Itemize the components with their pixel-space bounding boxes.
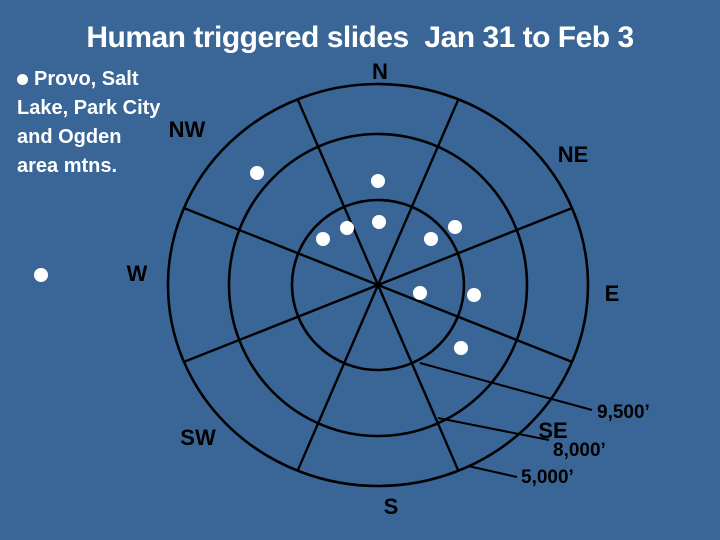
sector-boundary-line: [183, 283, 379, 364]
data-point-dot: [413, 286, 427, 300]
outlier-dot: [34, 268, 48, 282]
legend-bullet-icon: [17, 74, 28, 85]
legend: Provo, Salt Lake, Park City and Ogden ar…: [17, 65, 160, 181]
legend-line: Provo, Salt: [17, 65, 160, 94]
data-point-dot: [467, 288, 481, 302]
sector-boundary-line: [296, 284, 380, 472]
legend-line-text: area mtns.: [17, 155, 118, 177]
sector-boundary-line: [296, 98, 380, 286]
sector-boundary-line: [376, 98, 460, 286]
compass-label-w: W: [127, 261, 148, 286]
sector-boundary-line: [377, 206, 573, 287]
elevation-leader-line: [467, 465, 518, 478]
elevation-ring: [290, 198, 466, 372]
compass-label-sw: SW: [180, 425, 216, 450]
legend-line-text: Provo, Salt: [34, 68, 139, 90]
legend-line: and Ogden: [17, 123, 160, 152]
sector-boundary-line: [183, 206, 379, 287]
sector-boundary-line: [376, 284, 460, 472]
slide-title: Human triggered slides Jan 31 to Feb 3: [86, 21, 634, 54]
compass-label-se: SE: [538, 418, 567, 443]
data-point-dot: [340, 221, 354, 235]
data-point-dot: [372, 215, 386, 229]
legend-line-text: and Ogden: [17, 126, 122, 148]
elevation-leader-line: [437, 417, 550, 441]
data-point-dot: [316, 232, 330, 246]
compass-label-s: S: [384, 494, 399, 519]
data-point-dot: [371, 174, 385, 188]
compass-label-nw: NW: [169, 117, 206, 142]
elevation-label: 8,000’: [553, 440, 606, 461]
compass-label-ne: NE: [558, 142, 589, 167]
elevation-ring: [227, 132, 529, 438]
compass-label-e: E: [605, 281, 620, 306]
legend-line: Lake, Park City: [17, 94, 160, 123]
data-point-dot: [250, 166, 264, 180]
legend-line-text: Lake, Park City: [17, 97, 161, 119]
sector-boundary-line: [377, 283, 573, 364]
legend-line: area mtns.: [17, 152, 160, 181]
data-point-dot: [448, 220, 462, 234]
data-point-dot: [454, 341, 468, 355]
data-point-dot: [424, 232, 438, 246]
elevation-leader-line: [419, 362, 593, 411]
elevation-label: 9,500’: [597, 402, 650, 423]
elevation-label: 5,000’: [521, 467, 574, 488]
compass-label-n: N: [372, 59, 388, 84]
elevation-ring: [166, 82, 590, 488]
